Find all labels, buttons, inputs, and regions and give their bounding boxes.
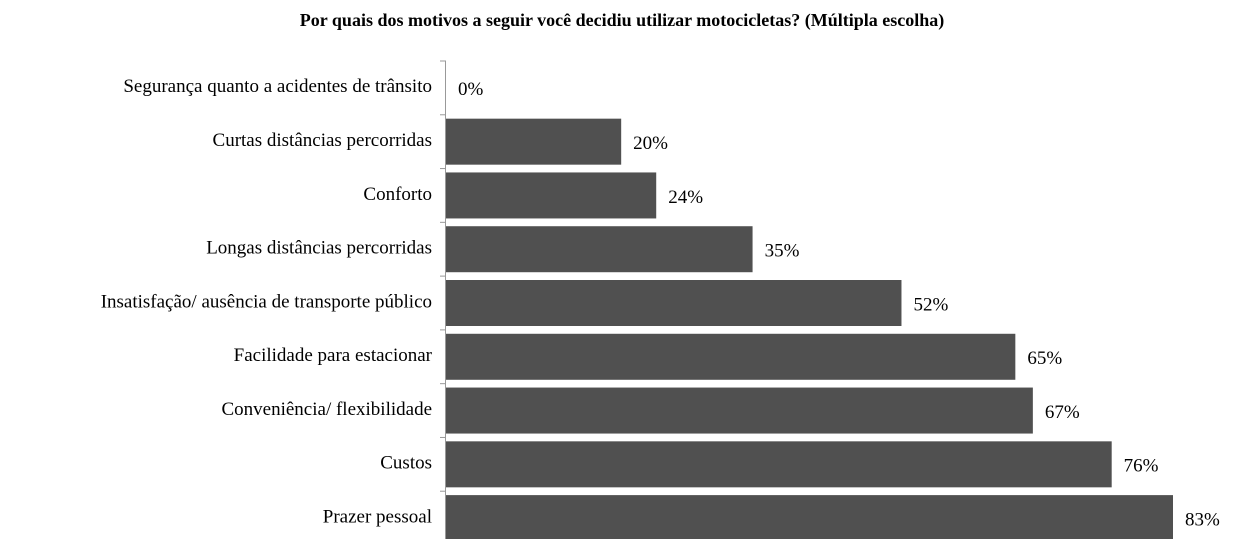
- bar: [446, 118, 622, 165]
- bar: [446, 172, 657, 219]
- value-label: 76%: [1124, 456, 1159, 477]
- bar: [446, 495, 1173, 539]
- value-label: 35%: [765, 241, 800, 262]
- value-label: 52%: [913, 294, 948, 315]
- value-label: 20%: [633, 133, 668, 154]
- value-label: 0%: [458, 79, 484, 100]
- category-label: Longas distâncias percorridas: [206, 238, 432, 259]
- bar: [446, 333, 1016, 380]
- value-label: 65%: [1027, 348, 1062, 369]
- value-label: 67%: [1045, 402, 1080, 423]
- bar: [446, 226, 753, 273]
- value-label: 24%: [668, 187, 703, 208]
- bar: [446, 441, 1112, 488]
- bar: [446, 280, 902, 326]
- category-label: Prazer pessoal: [323, 506, 432, 527]
- bar: [446, 387, 1033, 434]
- category-label: Insatisfação/ ausência de transporte púb…: [101, 291, 432, 312]
- category-label: Facilidade para estacionar: [234, 345, 433, 366]
- category-label: Conveniência/ flexibilidade: [221, 399, 432, 420]
- category-label: Curtas distâncias percorridas: [213, 130, 432, 151]
- category-label: Conforto: [363, 184, 432, 205]
- chart-title: Por quais dos motivos a seguir você deci…: [300, 10, 944, 31]
- category-label: Segurança quanto a acidentes de trânsito: [123, 76, 432, 97]
- category-label: Custos: [380, 453, 432, 474]
- value-label: 83%: [1185, 509, 1220, 530]
